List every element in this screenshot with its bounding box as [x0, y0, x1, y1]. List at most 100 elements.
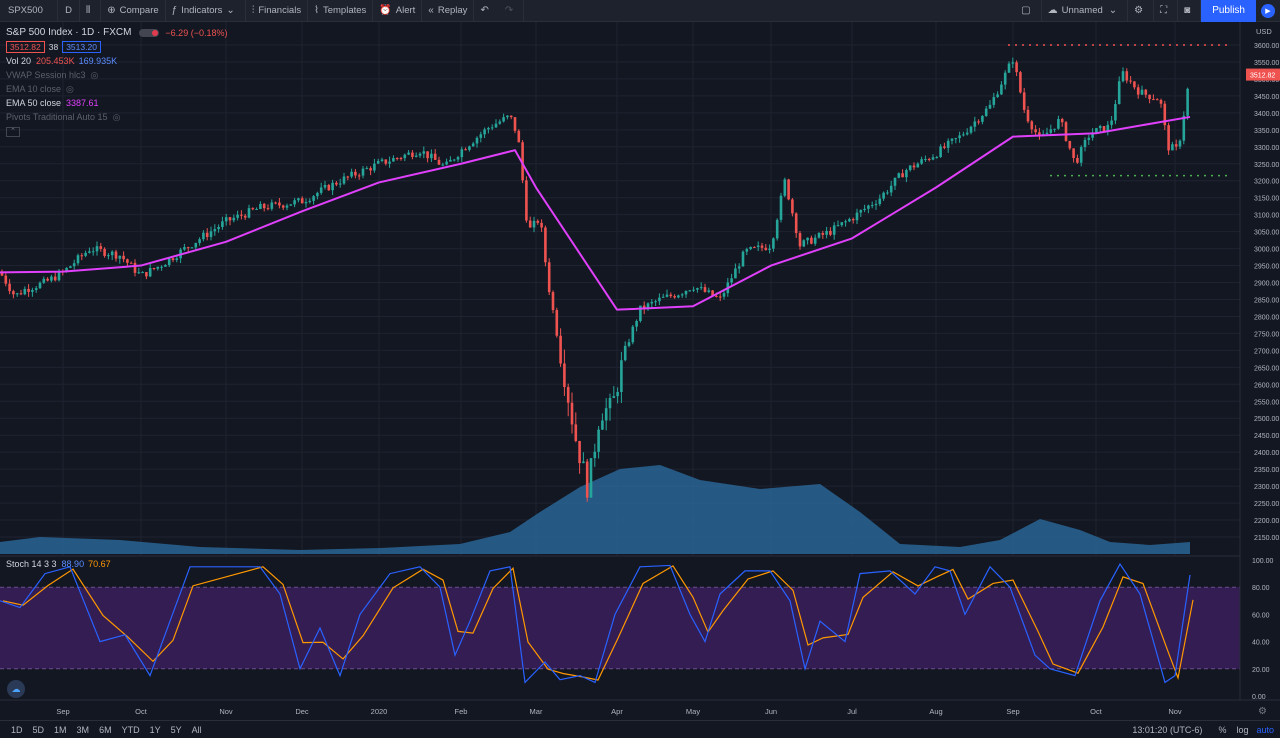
financials-button[interactable]: ⫶ Financials [246, 0, 309, 22]
range-1y[interactable]: 1Y [149, 724, 161, 735]
candle-body [848, 219, 851, 222]
legend-indicator-ema10[interactable]: EMA 10 close ◎ [6, 82, 227, 96]
candle-body [973, 121, 977, 127]
candle-body [209, 231, 213, 237]
candle-body [213, 229, 217, 232]
range-all[interactable]: All [191, 724, 202, 735]
candle-body [775, 219, 779, 239]
settings-button[interactable]: ⚙ [1128, 0, 1155, 22]
range-5y[interactable]: 5Y [170, 724, 182, 735]
square-icon: ▢ [1021, 5, 1031, 16]
resolution-button[interactable]: D [58, 0, 80, 22]
undo-button[interactable]: ↶ [474, 0, 498, 22]
candle-body [365, 168, 369, 170]
alert-button[interactable]: ⏰ Alert [373, 0, 423, 22]
legend-title[interactable]: S&P 500 Index · 1D · FXCM [6, 27, 132, 38]
candle-body [354, 171, 357, 176]
price-tick-label: 3600.00 [1254, 43, 1279, 50]
percent-toggle[interactable]: % [1218, 724, 1227, 735]
candle-body [635, 321, 638, 327]
candle-body [1049, 129, 1053, 133]
candle-body [373, 163, 376, 171]
redo-button[interactable]: ↷ [499, 0, 525, 22]
time-label: Feb [455, 707, 468, 716]
candle-body [616, 392, 619, 397]
tradingview-logo-icon[interactable]: ☁ [7, 680, 25, 698]
market-status-toggle[interactable] [139, 29, 160, 37]
candle-body [639, 305, 642, 322]
candle-body [346, 176, 350, 178]
eye-hidden-icon[interactable]: ◎ [66, 84, 74, 94]
ema-value: 3387.61 [66, 98, 99, 108]
price-tick-label: 2900.00 [1254, 281, 1279, 288]
camera-icon: ◙ [1184, 5, 1191, 16]
replay-button[interactable]: «Replay [422, 0, 475, 22]
candle-body [692, 289, 695, 291]
auto-toggle[interactable]: auto [1256, 724, 1274, 735]
candle-body [684, 290, 688, 295]
function-icon: ƒ [171, 5, 178, 16]
eye-hidden-icon[interactable]: ◎ [112, 112, 121, 122]
log-toggle[interactable]: log [1236, 724, 1249, 735]
fullscreen-button[interactable]: ⛶ [1154, 0, 1179, 22]
legend-indicator-pivots[interactable]: Pivots Traditional Auto 15 ◎ [6, 110, 227, 124]
candle-body [1076, 157, 1079, 163]
candle-body [84, 252, 87, 256]
candle-body [300, 198, 304, 204]
candle-body [133, 262, 137, 273]
candle-body [821, 233, 825, 235]
legend-indicator-vwap[interactable]: VWAP Session hlc3 ◎ [6, 68, 227, 82]
candle-body [977, 121, 980, 123]
candle-body [912, 165, 916, 168]
candle-body [741, 251, 745, 267]
stoch-legend[interactable]: Stoch 14 3 3 88.90 70.67 [6, 559, 111, 569]
candle-body [620, 360, 623, 393]
legend-indicator-ema50[interactable]: EMA 50 close 3387.61 [6, 96, 227, 110]
candle-body [1121, 71, 1125, 82]
redo-icon: ↷ [504, 5, 514, 16]
candle-body [829, 230, 832, 235]
clock[interactable]: 13:01:20 (UTC-6) [1132, 724, 1203, 735]
sell-price-box[interactable]: 3512.82 [6, 41, 45, 53]
templates-button[interactable]: ⌇ Templates [308, 0, 374, 22]
stoch-tick-label: 0.00 [1252, 694, 1266, 701]
candle-body [15, 293, 19, 295]
candle-body [1174, 144, 1178, 147]
layout-toggle-button[interactable]: ▢ [1015, 0, 1042, 22]
publish-button[interactable]: Publish [1201, 0, 1256, 22]
chart-type-button[interactable]: ⫴ [80, 0, 102, 22]
candle-body [1136, 87, 1140, 95]
candle-body [935, 157, 939, 159]
legend-indicator-vol[interactable]: Vol 20 205.453K 169.935K [6, 54, 227, 68]
candle-body [874, 203, 878, 206]
indicators-button[interactable]: ƒ Indicators ⌄ [166, 0, 246, 22]
eye-hidden-icon[interactable]: ◎ [90, 70, 99, 80]
candle-body [1106, 124, 1110, 132]
range-ytd[interactable]: YTD [121, 724, 140, 735]
range-3m[interactable]: 3M [76, 724, 90, 735]
candle-body [1140, 89, 1144, 95]
compare-button[interactable]: ⊕ Compare [101, 0, 166, 22]
candle-body [1155, 99, 1159, 101]
candle-body [570, 402, 574, 425]
chart-canvas[interactable]: 3600.003550.003500.003450.003400.003350.… [0, 22, 1280, 720]
range-5d[interactable]: 5D [32, 724, 45, 735]
candle-body [1114, 104, 1117, 121]
play-button[interactable]: ▶ [1256, 0, 1280, 22]
candle-body [411, 152, 414, 157]
axis-settings-gear-icon[interactable]: ⚙ [1258, 706, 1267, 717]
buy-price-box[interactable]: 3513.20 [62, 41, 101, 53]
snapshot-button[interactable]: ◙ [1178, 0, 1202, 22]
candle-body [384, 159, 388, 164]
stoch-tick-label: 80.00 [1252, 585, 1270, 592]
candle-body [1167, 125, 1170, 151]
layout-name-button[interactable]: ☁ Unnamed ⌄ [1042, 0, 1129, 22]
range-1m[interactable]: 1M [54, 724, 67, 735]
candle-body [703, 287, 707, 292]
range-6m[interactable]: 6M [99, 724, 112, 735]
candle-body [1091, 132, 1094, 138]
collapse-legend-button[interactable]: ⌃ [6, 127, 20, 137]
time-label: Sep [1006, 707, 1019, 716]
symbol-search[interactable]: SPX500 [0, 0, 58, 22]
range-1d[interactable]: 1D [11, 724, 23, 735]
